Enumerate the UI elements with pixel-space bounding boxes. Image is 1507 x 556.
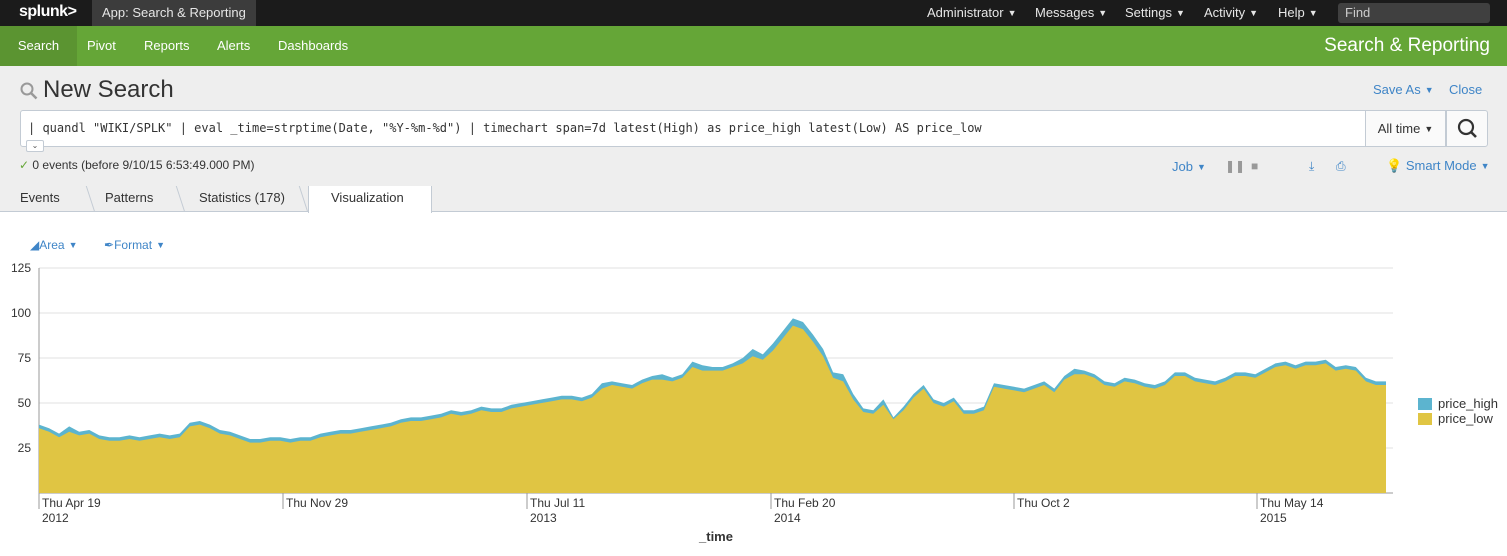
chevron-down-icon: ▼ — [156, 240, 165, 250]
tab-patterns[interactable]: Patterns — [105, 190, 154, 205]
tab-divider — [85, 186, 96, 212]
save-as-label: Save As — [1373, 82, 1421, 97]
area-chart-icon: ◢ — [30, 238, 40, 252]
checkmark-icon: ✓ — [19, 158, 30, 172]
tab-divider — [298, 186, 309, 212]
page-title: New Search — [43, 76, 174, 103]
legend-swatch — [1418, 413, 1432, 425]
chevron-down-icon: ▼ — [1424, 124, 1434, 134]
legend-label: price_high — [1438, 396, 1498, 411]
app-menu[interactable]: App: Search & Reporting▼ — [92, 0, 256, 44]
tab-visualization[interactable]: Visualization — [308, 186, 432, 213]
legend-swatch — [1418, 398, 1432, 410]
format-label: Format — [114, 238, 153, 252]
chevron-down-icon: ▼ — [68, 240, 78, 250]
x-tick-label: Thu Nov 29 — [286, 496, 348, 510]
search-mode-menu[interactable]: 💡 Smart Mode ▼ — [1386, 158, 1490, 174]
nav-pivot[interactable]: Pivot — [87, 38, 116, 53]
search-header: New Search Save As ▼ Close | quandl "WIKI… — [0, 66, 1507, 186]
search-icon — [20, 82, 38, 100]
app-menu-label: App: Search & Reporting — [102, 5, 246, 20]
chart-type-menu[interactable]: ◢Area ▼ — [30, 238, 78, 252]
nav-reports[interactable]: Reports — [144, 38, 190, 53]
legend-label: price_low — [1438, 411, 1493, 426]
menu-label: Activity — [1204, 5, 1246, 20]
menu-administrator[interactable]: Administrator ▼ — [927, 0, 1017, 26]
menu-label: Help — [1278, 5, 1305, 20]
results-tabs: Events Patterns Statistics (178) Visuali… — [0, 186, 1507, 213]
x-tick-label: Thu May 14 — [1260, 496, 1324, 510]
time-range-label: All time — [1377, 121, 1421, 136]
x-tick-year-label: 2012 — [42, 511, 69, 525]
menu-activity[interactable]: Activity ▼ — [1204, 0, 1258, 26]
save-as-button[interactable]: Save As ▼ — [1373, 82, 1434, 97]
x-tick-year-label: 2014 — [774, 511, 801, 525]
menu-messages[interactable]: Messages ▼ — [1035, 0, 1107, 26]
print-icon[interactable]: ⎙ — [1336, 159, 1346, 173]
search-submit-button[interactable] — [1446, 110, 1488, 147]
x-tick-label: Thu Feb 20 — [774, 496, 836, 510]
y-tick-label: 100 — [11, 306, 31, 320]
job-menu[interactable]: Job ▼ — [1172, 159, 1206, 174]
search-query-input[interactable]: | quandl "WIKI/SPLK" | eval _time=strpti… — [20, 110, 1366, 147]
tab-statistics[interactable]: Statistics (178) — [199, 190, 285, 205]
chevron-down-icon: ▼ — [1175, 8, 1185, 18]
app-title: Search & Reporting — [1324, 35, 1490, 56]
nav-dashboards[interactable]: Dashboards — [278, 38, 349, 53]
expand-query-toggle[interactable]: ⌄ — [26, 140, 44, 152]
export-icon[interactable]: ⤓ — [1309, 159, 1315, 173]
y-tick-label: 125 — [11, 262, 31, 275]
chevron-down-icon: ▼ — [1480, 161, 1490, 171]
menu-help[interactable]: Help ▼ — [1278, 0, 1318, 26]
series-area-price-low — [39, 325, 1386, 493]
nav-alerts[interactable]: Alerts — [217, 38, 251, 53]
mode-label: Smart Mode — [1405, 158, 1477, 173]
app-nav-bar: Search Pivot Reports Alerts Dashboards S… — [0, 26, 1507, 66]
x-tick-year-label: 2015 — [1260, 511, 1287, 525]
chart-legend: price_high price_low — [1418, 396, 1498, 426]
chevron-down-icon: ▼ — [1424, 85, 1434, 95]
chart-type-label: Area — [39, 238, 65, 252]
splunk-logo[interactable]: splunk> — [19, 3, 77, 20]
chevron-down-icon: ▼ — [1098, 8, 1108, 18]
format-menu[interactable]: ✒Format ▼ — [104, 238, 165, 252]
y-tick-label: 75 — [18, 351, 32, 365]
top-bar: splunk> App: Search & Reporting▼ Adminis… — [0, 0, 1507, 44]
x-tick-year-label: 2013 — [530, 511, 557, 525]
tab-divider — [175, 186, 186, 212]
job-label: Job — [1172, 159, 1193, 174]
legend-item-price-high[interactable]: price_high — [1418, 396, 1498, 411]
x-tick-label: Thu Oct 2 — [1017, 496, 1070, 510]
close-button[interactable]: Close — [1449, 82, 1483, 97]
tab-events[interactable]: Events — [20, 190, 60, 205]
chevron-down-icon: ▼ — [1249, 8, 1259, 18]
chevron-down-icon: ▼ — [1196, 162, 1206, 172]
menu-label: Settings — [1125, 5, 1172, 20]
x-axis-title: _time — [698, 529, 733, 544]
status-text: 0 events (before 9/10/15 6:53:49.000 PM) — [32, 158, 255, 172]
stop-icon[interactable]: ■ — [1251, 159, 1259, 173]
menu-label: Messages — [1035, 5, 1095, 20]
menu-settings[interactable]: Settings ▼ — [1125, 0, 1185, 26]
chevron-down-icon: ▼ — [1308, 8, 1318, 18]
x-tick-label: Thu Jul 11 — [530, 496, 585, 510]
time-range-picker[interactable]: All time ▼ — [1366, 110, 1446, 147]
find-input[interactable]: Find — [1338, 3, 1490, 23]
x-tick-label: Thu Apr 19 — [42, 496, 101, 510]
pause-icon[interactable]: ❚❚ — [1225, 159, 1246, 173]
search-icon — [1457, 118, 1477, 138]
search-status: ✓ 0 events (before 9/10/15 6:53:49.000 P… — [19, 158, 255, 172]
menu-label: Administrator — [927, 5, 1004, 20]
y-tick-label: 25 — [18, 441, 32, 455]
lightbulb-icon: 💡 — [1386, 158, 1403, 173]
brush-icon: ✒ — [104, 238, 115, 252]
y-tick-label: 50 — [18, 396, 32, 410]
area-chart: 25 50 75 100 125 Thu Apr 19 2012 Thu Nov 29 Thu … — [0, 261, 1507, 553]
legend-item-price-low[interactable]: price_low — [1418, 411, 1498, 426]
chevron-down-icon: ▼ — [1007, 8, 1017, 18]
nav-search[interactable]: Search — [0, 26, 77, 66]
